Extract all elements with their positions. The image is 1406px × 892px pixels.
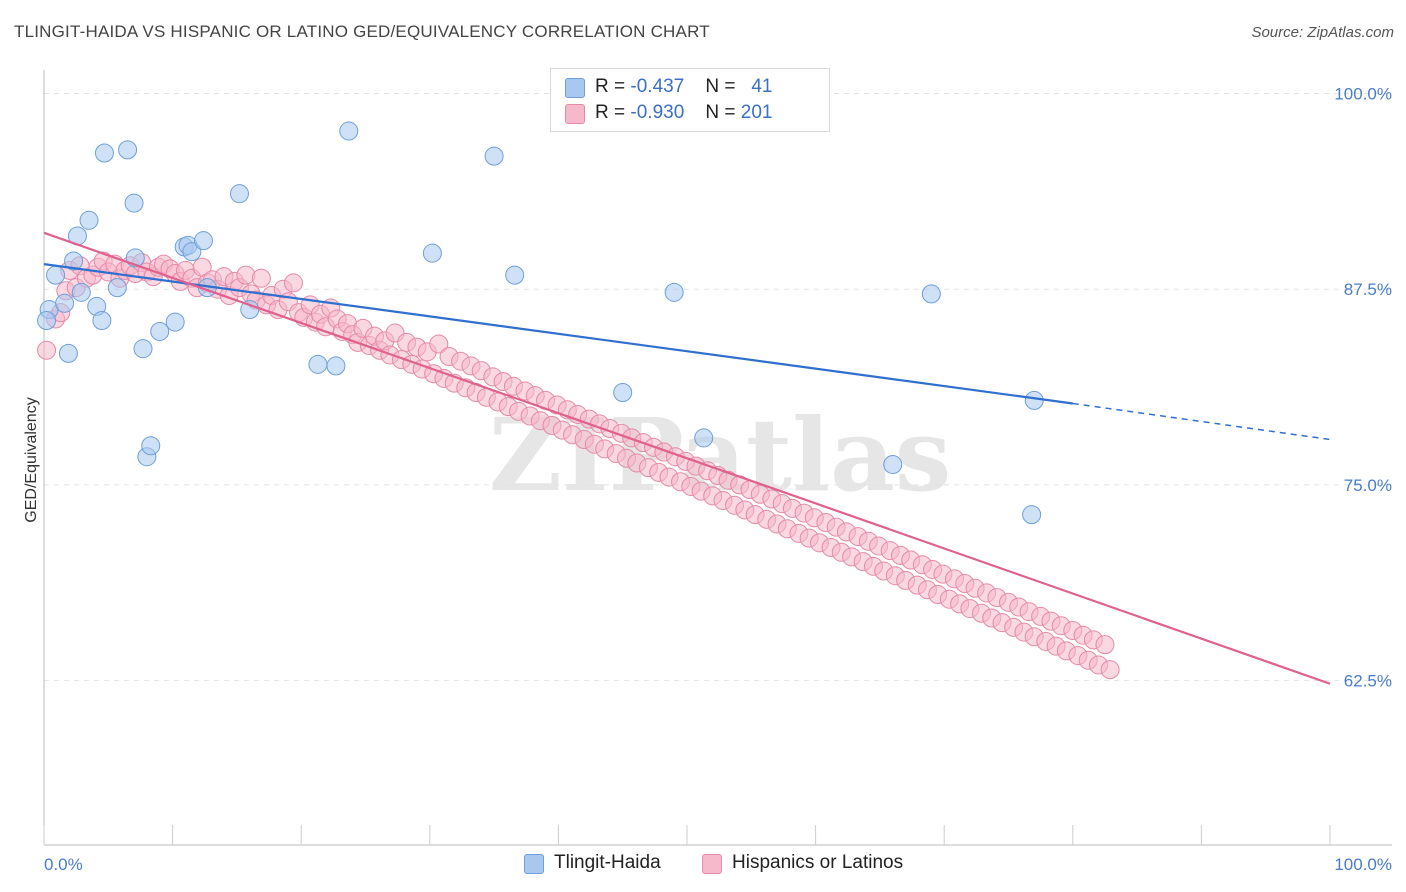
point-tlingit — [92, 311, 112, 331]
point-tlingit — [921, 284, 941, 304]
point-tlingit — [1022, 505, 1042, 525]
point-tlingit — [94, 143, 114, 163]
point-tlingit — [37, 311, 57, 331]
legend-row-hispanic: R = -0.930 N = 201 — [565, 101, 772, 127]
point-tlingit — [118, 140, 138, 160]
legend-n-label: N = — [705, 76, 736, 97]
point-hispanic — [1095, 635, 1115, 655]
point-tlingit — [150, 321, 170, 341]
point-tlingit — [64, 251, 84, 271]
bottom-legend-label-hispanic: Hispanics or Latinos — [732, 852, 904, 873]
y-tick-label: 87.5% — [1344, 280, 1392, 299]
legend-n-value: 201 — [740, 102, 773, 123]
trend-line-tlingit — [43, 263, 1073, 405]
legend-n-label: N = — [705, 102, 736, 123]
point-tlingit — [422, 243, 442, 263]
point-tlingit — [141, 436, 161, 456]
point-tlingit — [107, 278, 127, 298]
point-tlingit — [505, 265, 525, 285]
x-tick-label-max: 100.0% — [1334, 855, 1392, 874]
point-tlingit — [883, 455, 903, 475]
point-tlingit — [79, 210, 99, 230]
point-tlingit — [229, 184, 249, 204]
point-tlingit — [71, 282, 91, 302]
point-hispanic — [251, 268, 271, 288]
point-tlingit — [664, 282, 684, 302]
point-tlingit — [694, 428, 714, 448]
point-tlingit — [308, 354, 328, 374]
point-tlingit — [326, 356, 346, 376]
y-tick-label: 62.5% — [1344, 672, 1392, 691]
legend-r-label: R = — [595, 102, 626, 123]
point-tlingit — [58, 343, 78, 363]
point-tlingit — [46, 265, 66, 285]
legend-r-label: R = — [595, 76, 626, 97]
legend-box: R = -0.437 N = 41 R = -0.930 N = 201 — [550, 68, 830, 132]
point-tlingit — [124, 193, 144, 213]
point-tlingit — [193, 231, 213, 251]
legend-n-value: 41 — [751, 76, 773, 97]
point-tlingit — [55, 293, 75, 313]
legend-swatch-hispanic — [565, 104, 585, 124]
point-tlingit — [484, 146, 504, 166]
point-tlingit — [133, 339, 153, 359]
y-axis-label: GED/Equivalency — [23, 397, 40, 522]
point-tlingit — [240, 300, 260, 320]
point-tlingit — [182, 242, 202, 262]
point-hispanic — [429, 334, 449, 354]
point-hispanic — [236, 265, 256, 285]
y-tick-label: 75.0% — [1344, 476, 1392, 495]
legend-row-tlingit: R = -0.437 N = 41 — [565, 75, 772, 101]
bottom-legend-swatch-tlingit — [524, 854, 544, 874]
legend-r-value: -0.930 — [630, 102, 685, 123]
x-tick-label-min: 0.0% — [44, 855, 83, 874]
point-tlingit — [165, 312, 185, 332]
bottom-legend-label-tlingit: Tlingit-Haida — [554, 852, 661, 873]
point-hispanic — [1100, 660, 1120, 680]
y-tick-label: 100.0% — [1334, 84, 1392, 103]
trend-line-hispanic — [43, 231, 1331, 685]
legend-swatch-tlingit — [565, 78, 585, 98]
point-hispanic — [37, 340, 57, 360]
source-label: Source: ZipAtlas.com — [1251, 24, 1394, 41]
bottom-legend-swatch-hispanic — [702, 854, 722, 874]
point-hispanic — [283, 273, 303, 293]
point-tlingit — [1024, 390, 1044, 410]
point-tlingit — [339, 121, 359, 141]
trend-line-extension-tlingit — [1072, 402, 1331, 441]
chart-title: TLINGIT-HAIDA VS HISPANIC OR LATINO GED/… — [14, 22, 710, 41]
point-tlingit — [613, 383, 633, 403]
legend-r-value: -0.437 — [630, 76, 685, 97]
